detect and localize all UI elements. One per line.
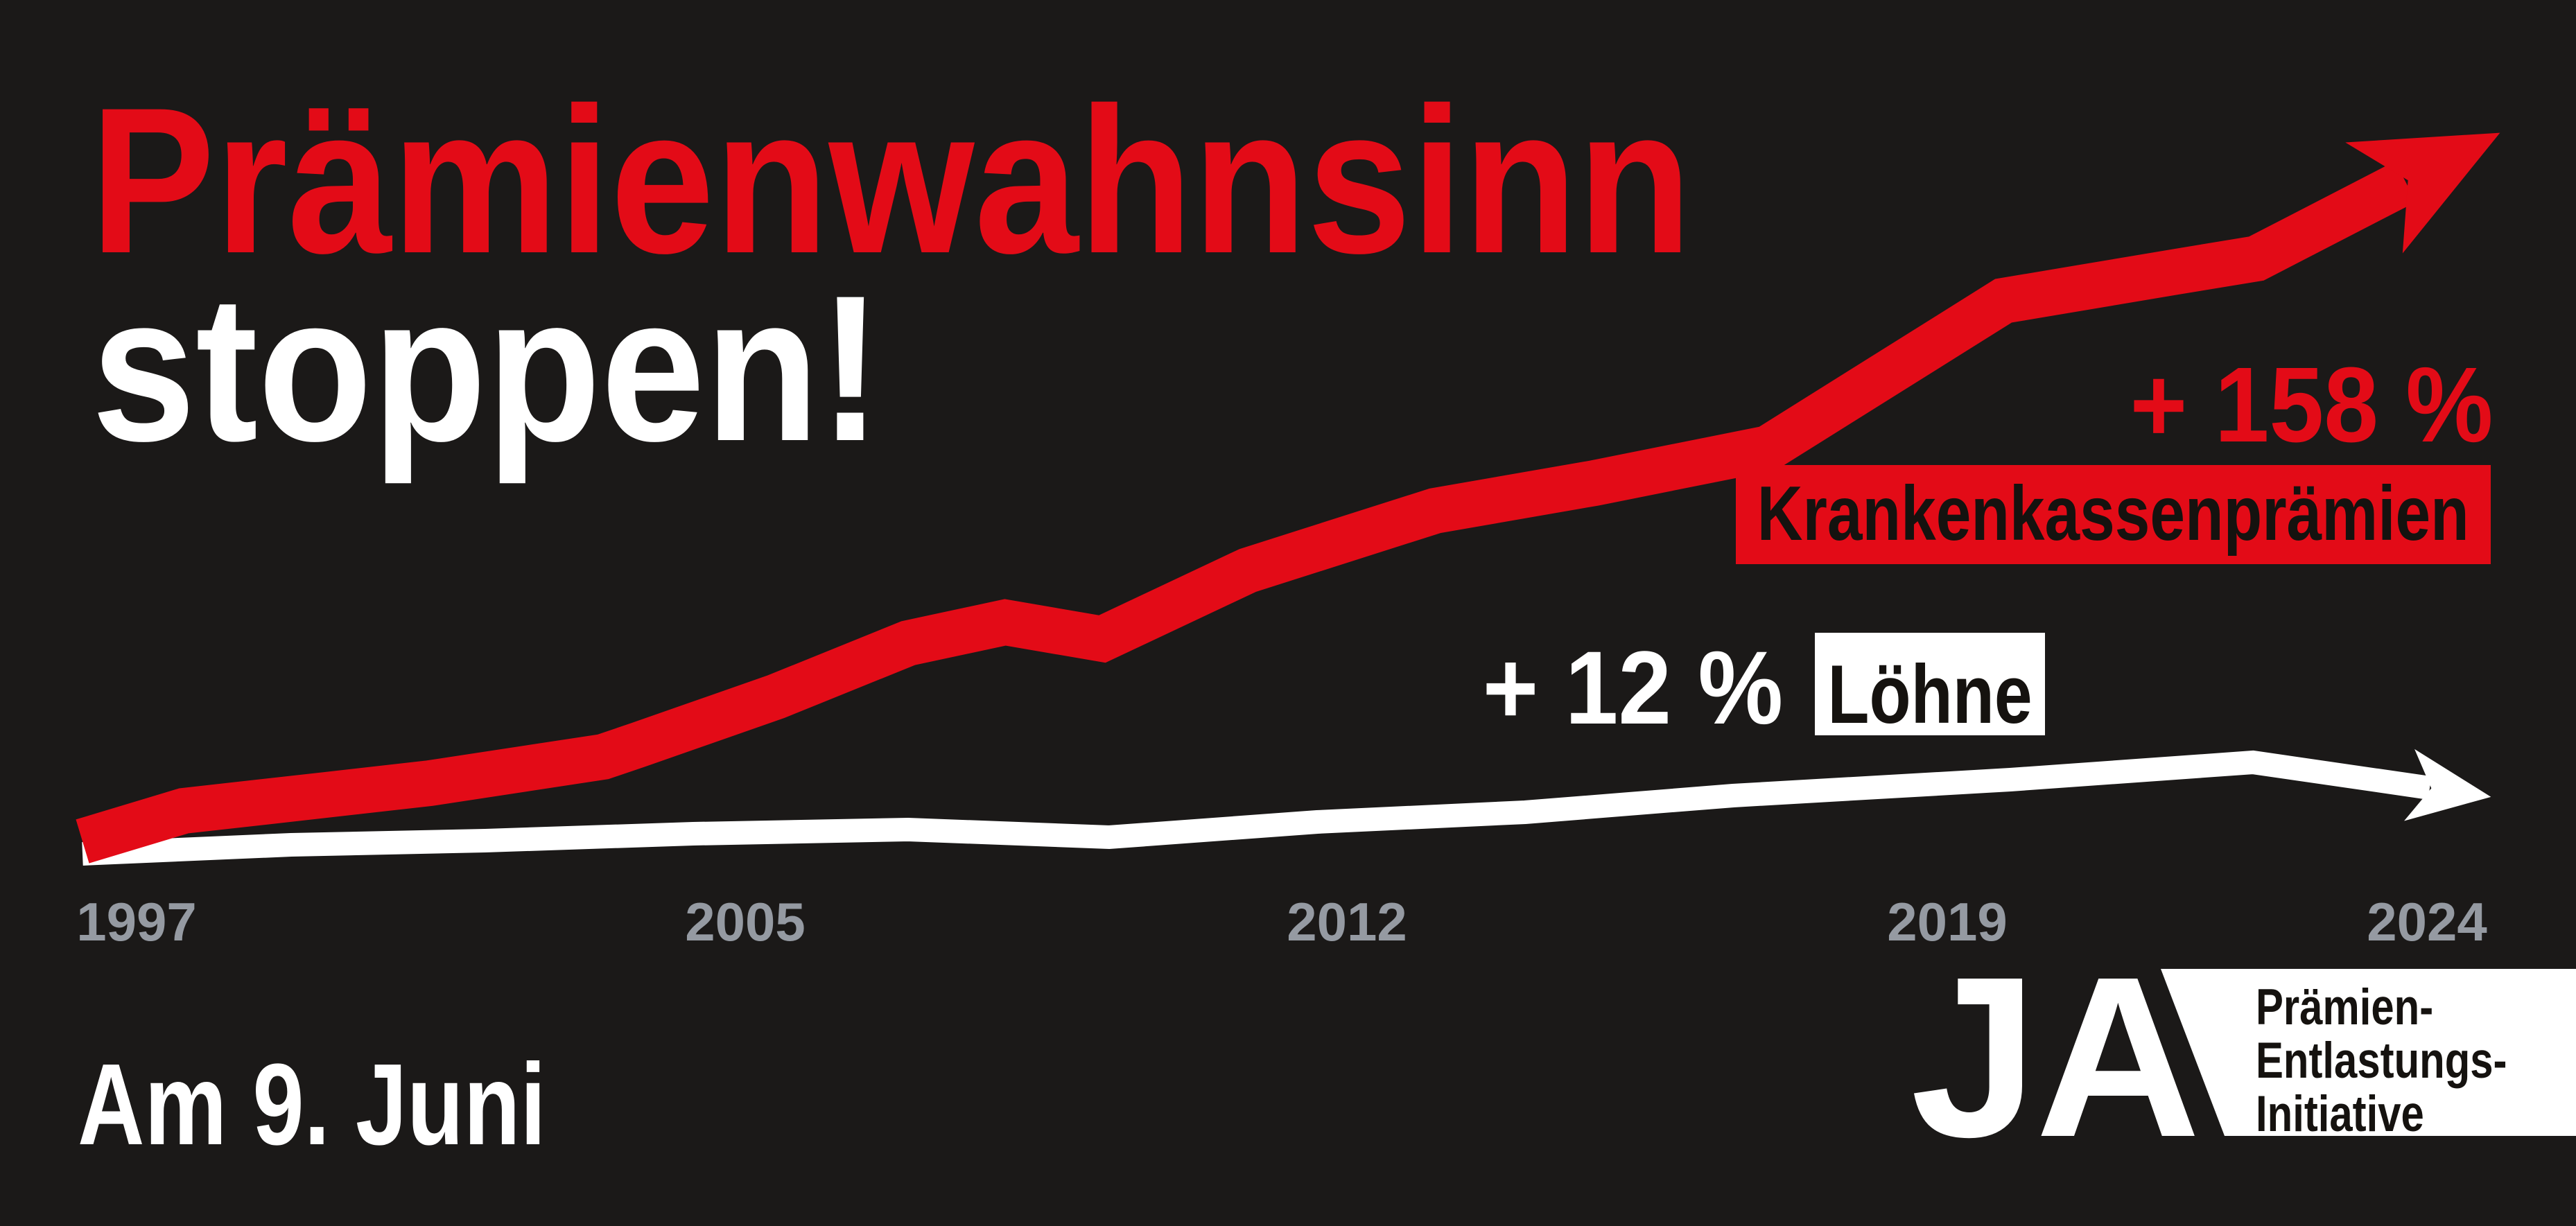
headline-line-2: stoppen! bbox=[92, 264, 970, 472]
premiums-percent-text: + 158 % bbox=[2130, 345, 2493, 464]
wages-percent-label: + 12 % bbox=[1456, 636, 1783, 739]
premiums-percent-label: + 158 % bbox=[2098, 351, 2493, 458]
initiative-line-1-text: Prämien- bbox=[2256, 979, 2434, 1035]
premiums-line bbox=[76, 132, 2500, 864]
initiative-line-1: Prämien- bbox=[2256, 981, 2576, 1034]
ja-vote-text: JA bbox=[1911, 929, 2201, 1184]
x-tick-2019: 2019 bbox=[1887, 891, 2008, 952]
wages-percent-text: + 12 % bbox=[1482, 629, 1783, 746]
headline-line-2-text: stoppen! bbox=[92, 252, 882, 484]
x-tick-2012: 2012 bbox=[1287, 891, 1407, 952]
premiums-name-badge: Krankenkassenprämien bbox=[1736, 465, 2491, 564]
x-tick-1997: 1997 bbox=[76, 891, 197, 952]
x-tick-2005: 2005 bbox=[685, 891, 806, 952]
ja-vote-logo: JA bbox=[1911, 943, 2201, 1171]
premiums-name-text: Krankenkassenprämien bbox=[1757, 471, 2469, 557]
wages-line bbox=[82, 748, 2491, 866]
initiative-line-3-text: Initiative bbox=[2256, 1086, 2424, 1142]
headline-line-1-text: Prämienwahnsinn bbox=[90, 64, 1692, 297]
wages-name-badge: Löhne bbox=[1815, 633, 2045, 741]
initiative-line-2: Entlastungs- bbox=[2256, 1034, 2576, 1087]
initiative-line-2-text: Entlastungs- bbox=[2256, 1033, 2507, 1089]
wages-name-text: Löhne bbox=[1827, 648, 2033, 741]
x-tick-2024: 2024 bbox=[2367, 891, 2487, 952]
initiative-line-3: Initiative bbox=[2256, 1086, 2576, 1142]
vote-date-text: Am 9. Juni bbox=[78, 1040, 546, 1169]
headline-line-1: Prämienwahnsinn bbox=[90, 76, 1870, 284]
vote-date-label: Am 9. Juni bbox=[78, 1047, 663, 1163]
initiative-name-box: Prämien- Entlastungs- Initiative bbox=[2161, 969, 2576, 1136]
